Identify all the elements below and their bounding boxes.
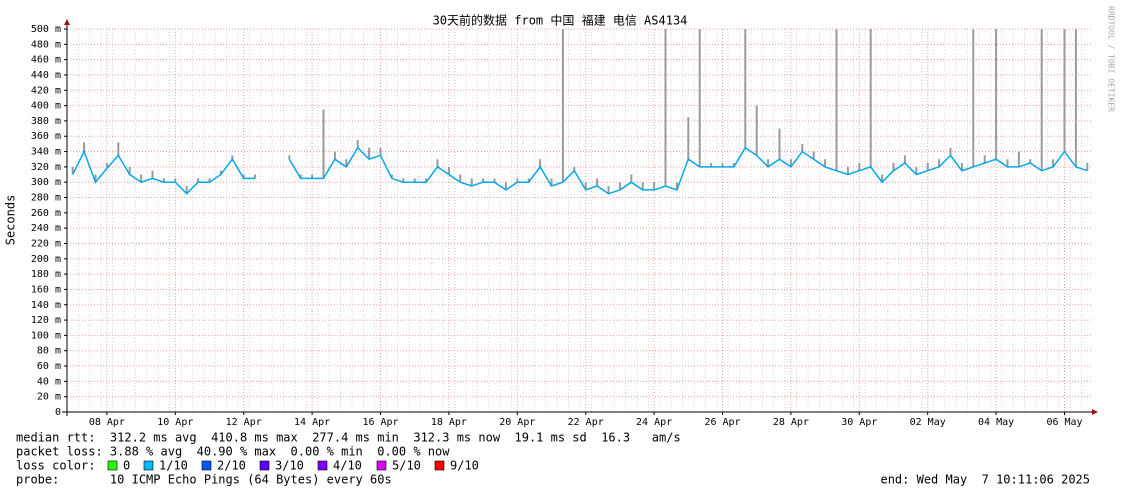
y-tick-label: 200 m (31, 254, 61, 265)
x-tick-label: 28 Apr (773, 417, 809, 428)
loss-label: 0 (123, 459, 130, 473)
y-tick-label: 20 m (37, 392, 61, 403)
loss-label: 1/10 (159, 459, 188, 473)
y-tick-label: 500 m (31, 24, 61, 35)
loss-label: 5/10 (392, 459, 421, 473)
y-tick-label: 260 m (31, 208, 61, 219)
median-line (72, 146, 1088, 195)
loss-label: 9/10 (450, 459, 479, 473)
y-tick-label: 180 m (31, 269, 61, 280)
y-tick-label: 340 m (31, 147, 61, 158)
stats-line: packet loss: 3.88 % avg 40.90 % max 0.00… (16, 445, 450, 459)
x-tick-label: 06 May (1046, 417, 1082, 428)
grid-layer (67, 28, 1093, 413)
y-tick-label: 40 m (37, 376, 61, 387)
y-tick-label: 80 m (37, 346, 61, 357)
y-tick-label: 240 m (31, 223, 61, 234)
chart-title: 30天前的数据 from 中国 福建 电信 AS4134 (433, 13, 688, 28)
loss-swatch (107, 460, 118, 471)
x-tick-label: 12 Apr (226, 417, 262, 428)
loss-swatch (143, 460, 154, 471)
x-tick-label: 24 Apr (636, 417, 672, 428)
y-tick-label: 460 m (31, 55, 61, 66)
loss-swatch (317, 460, 328, 471)
y-tick-label: 220 m (31, 238, 61, 249)
y-tick-label: 100 m (31, 330, 61, 341)
y-tick-label: 320 m (31, 162, 61, 173)
x-tick-label: 14 Apr (294, 417, 330, 428)
loss-swatch (201, 460, 212, 471)
y-tick-label: 140 m (31, 300, 61, 311)
y-arrow (64, 19, 70, 25)
x-tick-label: 26 Apr (704, 417, 740, 428)
probe-info: probe: 10 ICMP Echo Pings (64 Bytes) eve… (16, 473, 392, 487)
loss-swatch (259, 460, 270, 471)
stats-line: median rtt: 312.2 ms avg 410.8 ms max 27… (16, 431, 681, 445)
watermark: RRDTOOL / TOBI OETIKER (1107, 6, 1116, 112)
y-tick-label: 160 m (31, 284, 61, 295)
x-tick-label: 22 Apr (568, 417, 604, 428)
x-tick-label: 20 Apr (499, 417, 535, 428)
y-tick-label: 480 m (31, 39, 61, 50)
plot-layer (71, 29, 1089, 195)
loss-label: 4/10 (333, 459, 362, 473)
y-tick-label: 380 m (31, 116, 61, 127)
y-tick-label: 0 (55, 407, 61, 418)
y-tick-label: 420 m (31, 85, 61, 96)
x-tick-label: 16 Apr (362, 417, 398, 428)
x-tick-label: 10 Apr (157, 417, 193, 428)
x-tick-label: 30 Apr (841, 417, 877, 428)
x-tick-label: 18 Apr (431, 417, 467, 428)
loss-swatch (376, 460, 387, 471)
y-tick-label: 400 m (31, 101, 61, 112)
y-tick-label: 440 m (31, 70, 61, 81)
loss-label: 2/10 (217, 459, 246, 473)
y-tick-label: 120 m (31, 315, 61, 326)
x-tick-label: 08 Apr (89, 417, 125, 428)
y-tick-label: 280 m (31, 193, 61, 204)
x-tick-label: 04 May (978, 417, 1014, 428)
end-time: end: Wed May 7 10:11:06 2025 (880, 473, 1090, 487)
y-tick-label: 300 m (31, 177, 61, 188)
loss-swatch (434, 460, 445, 471)
x-tick-label: 02 May (910, 417, 946, 428)
loss-label: 3/10 (275, 459, 304, 473)
x-arrow (1092, 409, 1098, 415)
y-tick-label: 60 m (37, 361, 61, 372)
loss-legend-title: loss color: (16, 459, 95, 473)
y-axis-label: Seconds (4, 195, 18, 246)
y-tick-label: 360 m (31, 131, 61, 142)
